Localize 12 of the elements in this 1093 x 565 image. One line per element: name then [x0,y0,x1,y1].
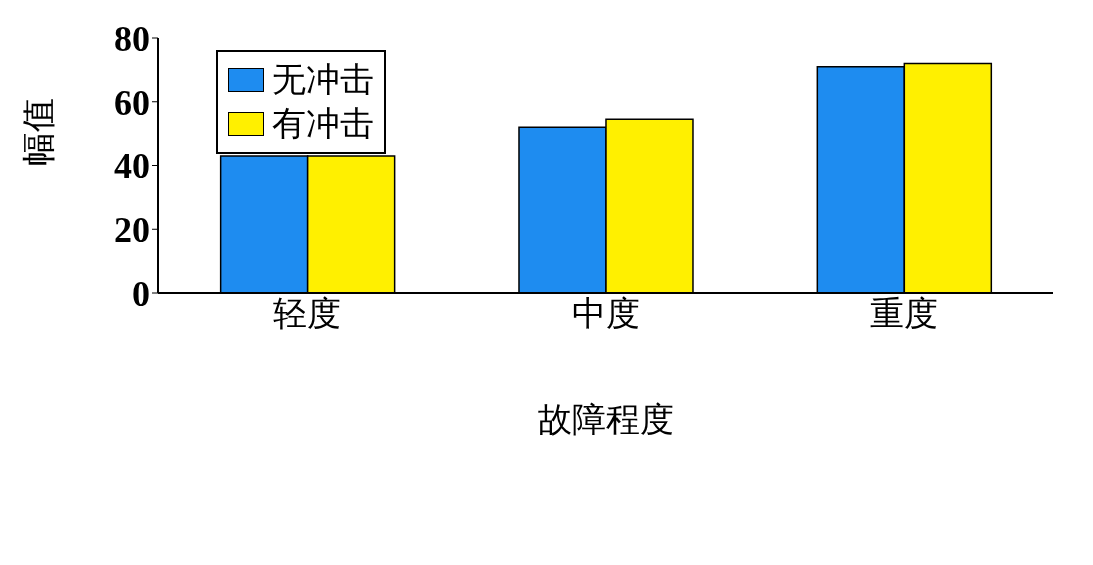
x-axis-title: 故障程度 [537,401,674,438]
legend-label: 无冲击 [272,60,374,100]
y-axis-title: 幅值 [20,97,58,166]
y-tick-label: 40 [114,146,150,187]
y-tick-label: 80 [114,18,150,59]
legend-label: 有冲击 [272,104,374,144]
x-tick-label: 重度 [869,295,938,333]
x-tick-label: 中度 [571,295,640,333]
y-tick-label: 20 [114,210,150,251]
y-tick-label: 0 [132,273,150,314]
y-tick-label: 60 [114,82,150,123]
x-tick-label: 轻度 [273,295,342,333]
